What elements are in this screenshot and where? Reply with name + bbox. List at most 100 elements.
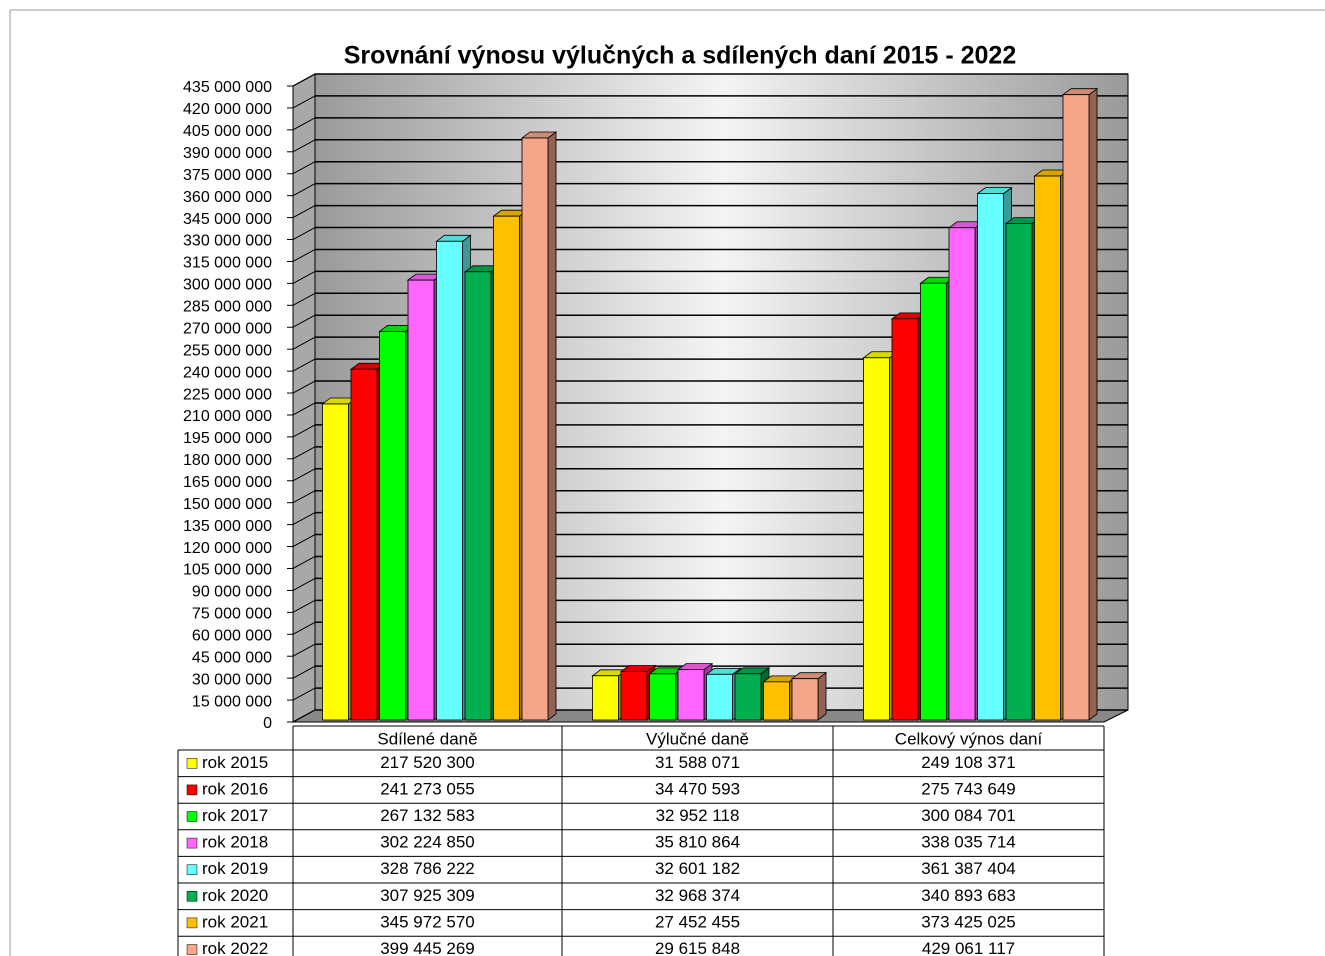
y-tick-label: 240 000 000 bbox=[183, 364, 272, 381]
y-tick-label: 330 000 000 bbox=[183, 233, 272, 250]
bar-top-shade bbox=[763, 675, 798, 682]
bar bbox=[436, 240, 463, 721]
bar bbox=[493, 215, 520, 721]
side-wall bbox=[292, 73, 316, 723]
bar-top-shade bbox=[493, 210, 528, 217]
bar bbox=[1062, 94, 1090, 721]
grid-line bbox=[292, 249, 316, 262]
grid-line bbox=[292, 270, 316, 284]
legend-label: rok 2018 bbox=[202, 833, 268, 852]
bar bbox=[407, 279, 435, 721]
bar-top-shade bbox=[863, 351, 898, 358]
legend-label: rok 2017 bbox=[202, 806, 268, 825]
grid-line bbox=[292, 358, 316, 372]
grid-line bbox=[292, 446, 316, 460]
bar-top-shade bbox=[735, 667, 769, 674]
bar bbox=[1005, 223, 1033, 721]
grid-line bbox=[292, 402, 316, 416]
table-value: 275 743 649 bbox=[921, 779, 1016, 798]
bar-top-shade bbox=[379, 325, 414, 332]
y-tick-label: 360 000 000 bbox=[183, 189, 272, 206]
grid-line bbox=[292, 665, 316, 679]
category-label: Výlučné daně bbox=[646, 729, 749, 748]
grid-line bbox=[292, 709, 316, 723]
legend-label: rok 2021 bbox=[202, 912, 268, 931]
bar bbox=[948, 227, 976, 721]
bar-top-shade bbox=[522, 131, 556, 138]
grid-line bbox=[292, 314, 316, 328]
table-value: 29 615 848 bbox=[655, 939, 740, 956]
table-value: 267 132 583 bbox=[380, 806, 475, 825]
bar-top-shade bbox=[678, 663, 712, 670]
grid-line bbox=[292, 643, 316, 657]
y-tick-label: 120 000 000 bbox=[183, 540, 272, 557]
category-label: Celkový výnos daní bbox=[895, 729, 1043, 748]
legend-swatch bbox=[186, 917, 198, 929]
table-value: 249 108 371 bbox=[921, 753, 1016, 772]
y-tick-label: 375 000 000 bbox=[183, 167, 272, 184]
bar-top-shade bbox=[351, 363, 385, 370]
bar bbox=[464, 271, 492, 721]
y-tick-label: 105 000 000 bbox=[183, 562, 272, 579]
legend-swatch bbox=[186, 891, 198, 902]
legend-label: rok 2020 bbox=[202, 886, 268, 905]
bar-top-shade bbox=[465, 265, 499, 272]
bar bbox=[649, 673, 676, 721]
grid-line bbox=[292, 687, 316, 701]
y-tick-label: 75 000 000 bbox=[192, 606, 272, 623]
table-value: 361 387 404 bbox=[921, 859, 1016, 878]
bar bbox=[1034, 175, 1061, 721]
bar bbox=[920, 282, 947, 721]
bar bbox=[706, 673, 733, 721]
bar-top-shade bbox=[621, 665, 655, 672]
bar bbox=[891, 318, 919, 721]
table-value: 241 273 055 bbox=[380, 779, 475, 798]
y-tick-label: 405 000 000 bbox=[183, 123, 272, 140]
table-value: 338 035 714 bbox=[921, 833, 1016, 852]
bar bbox=[322, 403, 349, 721]
legend-swatch bbox=[186, 944, 198, 955]
bar-side-shade bbox=[548, 131, 556, 721]
y-tick-label: 225 000 000 bbox=[183, 386, 272, 403]
grid-line bbox=[292, 205, 316, 219]
y-tick-label: 315 000 000 bbox=[183, 255, 272, 272]
y-tick-label: 390 000 000 bbox=[183, 145, 272, 162]
grid-line bbox=[292, 139, 316, 153]
grid-line bbox=[292, 380, 316, 394]
bar bbox=[379, 331, 406, 721]
legend-swatch bbox=[186, 758, 198, 769]
grid-line bbox=[292, 73, 316, 87]
y-tick-label: 435 000 000 bbox=[183, 79, 272, 96]
legend-swatch bbox=[186, 811, 198, 822]
grid-line bbox=[292, 183, 316, 197]
grid-line bbox=[292, 336, 316, 350]
grid-line bbox=[292, 599, 316, 613]
table-value: 399 445 269 bbox=[380, 939, 475, 956]
y-tick-label: 420 000 000 bbox=[183, 101, 272, 118]
grid-line bbox=[292, 117, 316, 131]
y-tick-label: 0 bbox=[263, 715, 272, 732]
legend-label: rok 2022 bbox=[202, 939, 268, 956]
grid-line bbox=[292, 577, 316, 591]
bar-top-shade bbox=[706, 668, 741, 675]
bar-top-shade bbox=[977, 187, 1012, 194]
grid-line bbox=[292, 621, 316, 635]
table-value: 34 470 593 bbox=[655, 779, 740, 798]
y-tick-label: 90 000 000 bbox=[192, 584, 272, 601]
grid-line bbox=[292, 292, 316, 306]
bar bbox=[977, 193, 1004, 721]
grid-line bbox=[292, 534, 316, 547]
table-value: 429 061 117 bbox=[922, 939, 1015, 956]
y-tick-label: 60 000 000 bbox=[192, 627, 272, 644]
legend-swatch bbox=[186, 864, 198, 875]
grid-line bbox=[292, 490, 316, 504]
bar bbox=[592, 675, 619, 721]
grid-line bbox=[292, 468, 316, 482]
y-tick-label: 255 000 000 bbox=[183, 342, 272, 359]
table-value: 328 786 222 bbox=[380, 859, 475, 878]
y-tick-label: 15 000 000 bbox=[192, 693, 272, 710]
y-tick-label: 45 000 000 bbox=[192, 649, 272, 666]
y-tick-label: 285 000 000 bbox=[183, 299, 272, 316]
table-value: 307 925 309 bbox=[380, 886, 475, 905]
